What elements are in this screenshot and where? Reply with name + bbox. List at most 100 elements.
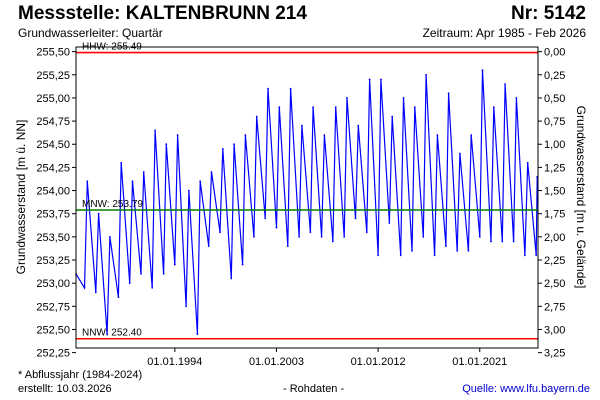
data-type-label: - Rohdaten - <box>283 383 345 395</box>
series-layer <box>75 69 539 335</box>
x-tick-label: 01.01.2012 <box>351 356 406 368</box>
y-tick-label: 255,25 <box>36 70 70 82</box>
data-point <box>151 286 154 289</box>
y2-tick-label: 2,75 <box>544 301 565 313</box>
data-point <box>244 134 247 136</box>
y-axis-label-left: Grundwasserstand [m ü. NN] <box>14 120 28 275</box>
data-point <box>343 236 346 238</box>
data-point <box>253 236 255 238</box>
y-tick-label: 254,75 <box>36 116 70 128</box>
data-point <box>470 134 473 136</box>
y-axis-left: 252,25 252,50 252,75 253,00 253,25 253,50 253,… <box>36 47 76 360</box>
y-tick-label: 255,50 <box>36 47 70 59</box>
data-point <box>309 231 312 234</box>
data-point <box>142 171 145 173</box>
y-tick-label: 253,25 <box>36 255 70 267</box>
data-point <box>411 249 413 252</box>
data-point <box>298 236 300 238</box>
data-point <box>233 143 236 146</box>
y2-tick-label: 0,25 <box>544 70 565 82</box>
y2-tick-label: 1,75 <box>544 209 565 221</box>
data-point <box>140 273 142 275</box>
data-point <box>490 240 492 243</box>
x-tick-label: 01.01.1994 <box>147 356 202 368</box>
y2-tick-label: 0,50 <box>544 93 565 105</box>
y2-tick-label: 1,50 <box>544 186 565 198</box>
data-point <box>278 106 281 109</box>
data-point <box>267 87 269 90</box>
data-point <box>207 245 210 248</box>
y-axis-right: 0,00 0,25 0,50 0,75 1,00 1,25 1,50 1,75 2,00 2,25… <box>538 47 565 360</box>
data-point <box>128 282 131 285</box>
data-point <box>97 212 100 215</box>
y-tick-label: 252,50 <box>36 324 70 336</box>
y2-tick-label: 2,25 <box>544 255 565 267</box>
series-line-0 <box>75 70 538 335</box>
x-tick-label: 01.01.2003 <box>249 356 304 368</box>
y2-tick-label: 0,00 <box>544 47 565 59</box>
y2-tick-label: 3,25 <box>544 348 565 360</box>
data-point <box>120 161 123 164</box>
data-point <box>368 78 371 81</box>
mnw-label: MNW: 253.79 <box>82 199 143 210</box>
y-tick-label: 252,75 <box>36 301 70 313</box>
data-point <box>289 87 292 90</box>
data-point <box>185 305 188 308</box>
data-point <box>357 124 360 127</box>
data-point <box>86 180 89 183</box>
y-tick-label: 255,00 <box>36 93 70 105</box>
data-point <box>467 249 470 252</box>
created-date: erstellt: 10.03.2026 <box>18 383 112 395</box>
data-point <box>332 240 334 243</box>
data-point <box>83 286 86 289</box>
data-point <box>199 180 202 183</box>
data-point <box>526 161 529 164</box>
data-point <box>413 106 416 109</box>
y2-tick-label: 1,25 <box>544 162 565 174</box>
y-tick-label: 253,50 <box>36 232 70 244</box>
data-point <box>354 217 357 220</box>
data-point <box>436 134 439 136</box>
data-point <box>255 115 258 118</box>
data-point <box>512 240 515 243</box>
data-point <box>456 249 459 252</box>
data-point <box>286 245 289 248</box>
y-tick-label: 254,50 <box>36 139 70 151</box>
data-point <box>210 171 213 173</box>
data-point <box>402 97 405 99</box>
data-point <box>131 180 134 183</box>
data-point <box>346 97 348 99</box>
data-point <box>230 277 233 280</box>
data-point <box>173 263 176 266</box>
x-tick-label: 01.01.2021 <box>452 356 507 368</box>
plot-frame <box>75 46 539 349</box>
y2-tick-label: 0,75 <box>544 116 565 128</box>
data-point <box>188 189 190 192</box>
y-axis-label-right: Grundwasserstand [m u. Gelände] <box>574 106 588 289</box>
data-point <box>106 333 108 335</box>
data-point <box>425 73 427 76</box>
data-point <box>117 296 120 298</box>
y-tick-label: 254,25 <box>36 162 70 174</box>
data-point <box>380 78 382 81</box>
data-point <box>504 83 506 85</box>
y-tick-label: 252,25 <box>36 348 70 360</box>
data-point <box>481 69 484 72</box>
data-point <box>94 291 97 294</box>
data-point <box>365 231 368 234</box>
data-point <box>524 254 526 257</box>
data-point <box>501 240 504 243</box>
data-point <box>221 148 224 150</box>
data-point <box>154 129 157 132</box>
source-link[interactable]: Quelle: www.lfu.bayern.de <box>462 383 590 395</box>
footnote-discharge-year: * Abflussjahr (1984-2024) <box>18 369 143 381</box>
data-point <box>264 217 267 220</box>
data-point <box>109 236 111 238</box>
data-point <box>459 152 461 155</box>
data-point <box>399 254 402 257</box>
data-point <box>447 92 450 95</box>
y2-tick-label: 3,00 <box>544 324 565 336</box>
period-label: Zeitraum: Apr 1985 - Feb 2026 <box>422 26 586 40</box>
data-point <box>391 115 394 118</box>
